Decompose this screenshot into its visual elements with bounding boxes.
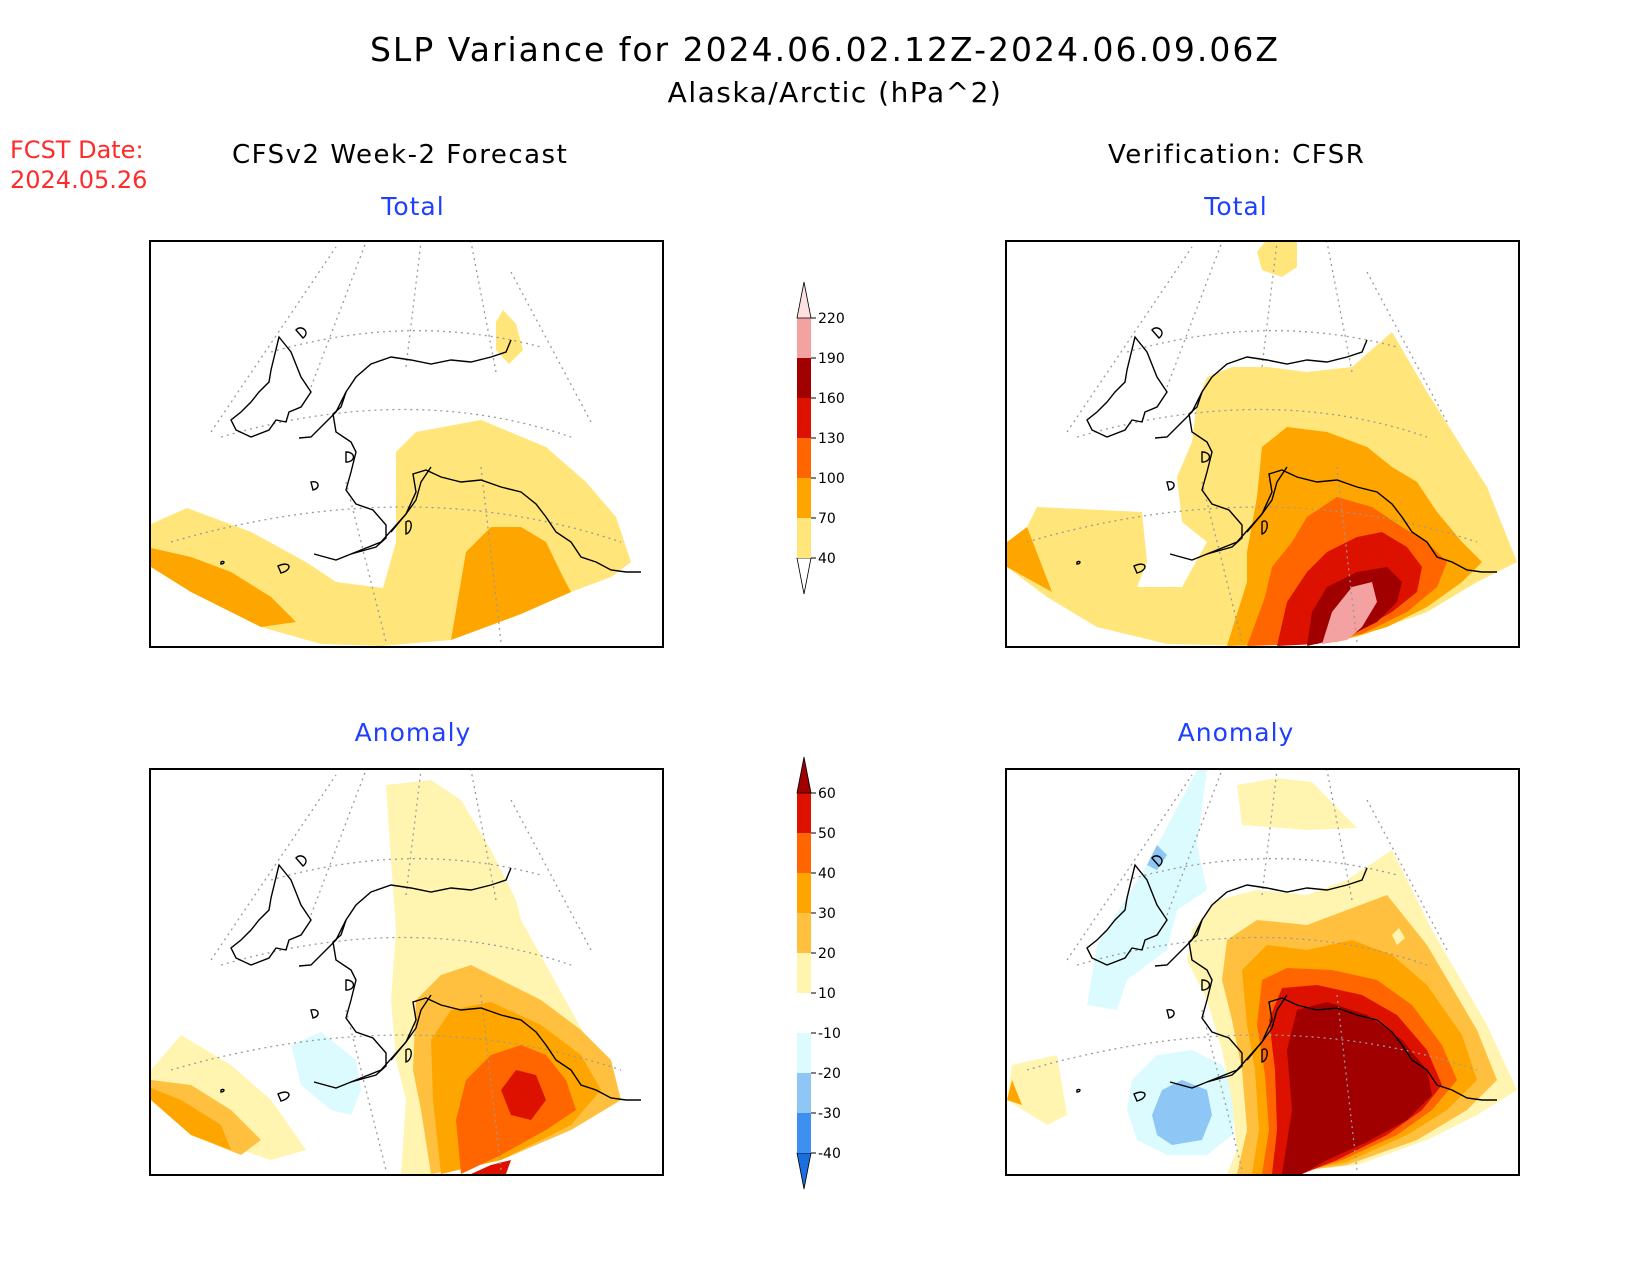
forecast-date: FCST Date: 2024.05.26 — [10, 135, 147, 195]
colorbar-anomaly-tick-label: 20 — [818, 946, 836, 962]
colorbar-total-segment — [797, 358, 811, 398]
colorbar-total-tick-label: 220 — [818, 311, 845, 327]
panel-title-forecast-total: Total — [381, 192, 445, 221]
colorbar-anomaly-tick-label: -30 — [818, 1106, 841, 1122]
map-forecast-anomaly — [149, 768, 664, 1176]
colorbar-total-segment — [797, 438, 811, 478]
colorbar-total-tick-label: 70 — [818, 511, 836, 527]
panel-title-forecast-anomaly: Anomaly — [354, 718, 472, 747]
column-heading-forecast: CFSv2 Week-2 Forecast — [232, 140, 569, 170]
colorbar-anomaly-tick-label: -10 — [818, 1026, 841, 1042]
colorbar-anomaly-segment — [796, 756, 812, 794]
colorbar-total-segment — [797, 478, 811, 518]
colorbar-anomaly-segment — [797, 833, 811, 873]
colorbar-total-segment — [796, 557, 812, 595]
colorbar-total-segment — [796, 281, 812, 319]
colorbar-anomaly-segment — [797, 793, 811, 833]
colorbar-total-tick-label: 190 — [818, 351, 845, 367]
colorbar-anomaly-segment — [797, 913, 811, 953]
colorbar-anomaly-tick-label: 50 — [818, 826, 836, 842]
colorbar-anomaly-tick-label: -20 — [818, 1066, 841, 1082]
subtitle: Alaska/Arctic (hPa^2) — [667, 76, 1003, 109]
colorbar-anomaly-segment — [797, 953, 811, 993]
colorbar-anomaly-segment — [797, 1113, 811, 1153]
colorbar-total-tick-label: 100 — [818, 471, 845, 487]
colorbar-anomaly: -40 -30 -20 -10 10 20 30 40 50 60 — [790, 755, 870, 1209]
column-heading-verification: Verification: CFSR — [1108, 140, 1366, 170]
colorbar-anomaly-tick-label: 40 — [818, 866, 836, 882]
colorbar-anomaly-tick-label: 60 — [818, 786, 836, 802]
colorbar-total-segment — [797, 318, 811, 358]
colorbar-total-tick-label: 160 — [818, 391, 845, 407]
colorbar-anomaly-segment — [797, 993, 811, 1033]
map-verification-anomaly — [1005, 768, 1520, 1176]
colorbar-anomaly-tick-label: -40 — [818, 1146, 841, 1162]
map-forecast-total — [149, 240, 664, 648]
colorbar-anomaly-tick-label: 10 — [818, 986, 836, 1002]
colorbar-anomaly-segment — [797, 1033, 811, 1073]
colorbar-total: 40 70 100 130 160 190 220 — [790, 280, 870, 619]
colorbar-total-tick-label: 130 — [818, 431, 845, 447]
colorbar-anomaly-segment — [797, 873, 811, 913]
colorbar-anomaly-segment — [796, 1152, 812, 1190]
colorbar-total-segment — [797, 398, 811, 438]
panel-title-verification-total: Total — [1204, 192, 1268, 221]
panel-title-verification-anomaly: Anomaly — [1177, 718, 1295, 747]
colorbar-total-tick-label: 40 — [818, 551, 836, 567]
colorbar-anomaly-segment — [797, 1073, 811, 1113]
main-title: SLP Variance for 2024.06.02.12Z-2024.06.… — [369, 30, 1281, 69]
map-verification-total — [1005, 240, 1520, 648]
forecast-date-value: 2024.05.26 — [10, 166, 148, 194]
forecast-date-label: FCST Date: — [10, 136, 144, 164]
colorbar-total-segment — [797, 518, 811, 558]
colorbar-anomaly-tick-label: 30 — [818, 906, 836, 922]
